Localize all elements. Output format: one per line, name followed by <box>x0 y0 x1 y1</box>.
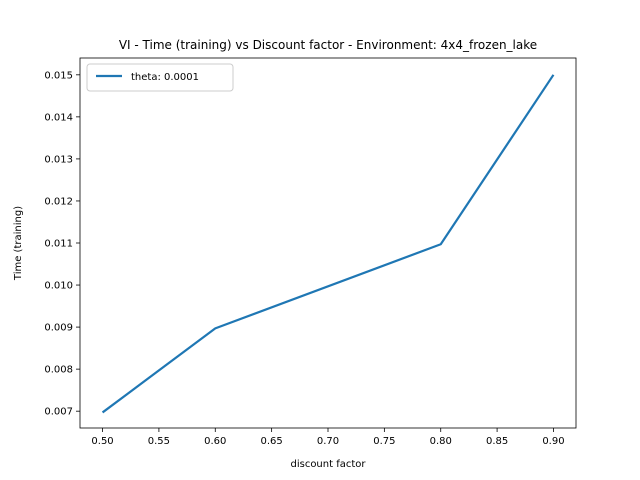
x-tick-label: 0.65 <box>261 436 283 447</box>
data-point <box>552 74 554 76</box>
y-tick-label: 0.011 <box>44 239 73 250</box>
series-line-0 <box>101 74 555 414</box>
y-tick-label: 0.013 <box>44 154 73 165</box>
x-tick-label: 0.80 <box>430 436 452 447</box>
legend: theta: 0.0001 <box>86 63 234 92</box>
x-tick-label: 0.90 <box>542 436 564 447</box>
y-tick-label: 0.015 <box>44 70 73 81</box>
y-tick-label: 0.014 <box>44 112 73 123</box>
y-tick-label: 0.010 <box>44 281 73 292</box>
y-tick-label: 0.009 <box>44 323 73 334</box>
data-point <box>440 243 442 245</box>
y-tick-label: 0.012 <box>44 196 73 207</box>
x-tick-label: 0.50 <box>91 436 113 447</box>
legend-label: theta: 0.0001 <box>131 72 199 83</box>
x-tick-label: 0.85 <box>486 436 508 447</box>
x-tick-label: 0.75 <box>373 436 395 447</box>
x-axis-label: discount factor <box>290 459 366 470</box>
y-axis-label: Time (training) <box>13 206 24 281</box>
chart-title: VI - Time (training) vs Discount factor … <box>119 38 537 52</box>
y-tick-label: 0.007 <box>44 407 73 418</box>
x-axis: 0.50 0.55 0.60 0.65 0.70 0.75 0.80 0.85 0.90 <box>91 428 565 447</box>
x-tick-label: 0.60 <box>204 436 226 447</box>
x-tick-label: 0.55 <box>148 436 170 447</box>
legend-box <box>86 63 234 92</box>
y-tick-label: 0.008 <box>44 365 73 376</box>
data-point <box>214 327 216 329</box>
y-axis: 0.007 0.008 0.009 0.010 0.011 0.012 0.013 0.014… <box>44 70 80 418</box>
data-point <box>101 411 103 413</box>
x-tick-label: 0.70 <box>317 436 339 447</box>
plot-area <box>101 74 555 414</box>
